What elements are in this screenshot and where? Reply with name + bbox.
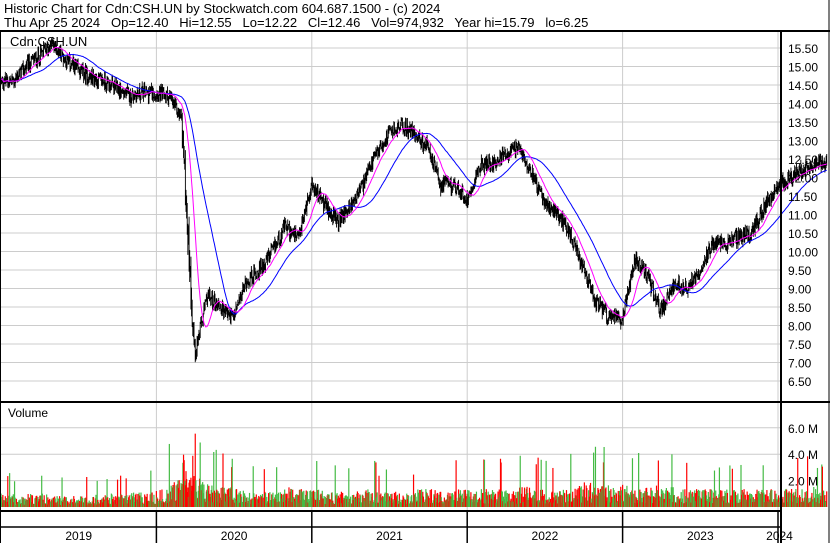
volume-tick-label: 4.0 M <box>788 448 818 462</box>
price-tick-label: 13.00 <box>788 135 818 149</box>
price-tick-label: 14.50 <box>788 79 818 93</box>
price-tick-label: 9.00 <box>788 283 812 297</box>
volume-tick-label: 2.0 M <box>788 475 818 489</box>
year-label: 2021 <box>376 529 403 543</box>
volume-axis: 6.0 M 4.0 M 2.0 M <box>788 422 818 489</box>
price-tick-label: 6.50 <box>788 375 812 389</box>
price-tick-label: 12.50 <box>788 153 818 167</box>
price-tick-label: 7.50 <box>788 338 812 352</box>
header-quote: Thu Apr 25 2024 Op=12.40 Hi=12.55 Lo=12.… <box>4 15 588 30</box>
price-tick-label: 12.00 <box>788 172 818 186</box>
price-tick-label: 8.50 <box>788 301 812 315</box>
price-tick-label: 13.50 <box>788 116 818 130</box>
price-tick-label: 14.00 <box>788 98 818 112</box>
date-axis: 2019 2020 2021 2022 2023 2024 <box>65 511 793 543</box>
moving-average-short <box>0 46 827 328</box>
price-tick-label: 15.00 <box>788 61 818 75</box>
volume-label: Volume <box>8 406 48 420</box>
price-tick-label: 11.50 <box>788 190 817 204</box>
year-label: 2023 <box>687 529 714 543</box>
year-label: 2019 <box>65 529 92 543</box>
header-title: Historic Chart for Cdn:CSH.UN by Stockwa… <box>4 1 440 16</box>
symbol-label: Cdn:CSH.UN <box>10 34 87 49</box>
volume-tick-label: 6.0 M <box>788 422 818 436</box>
price-bars <box>0 36 828 363</box>
price-tick-label: 10.50 <box>788 227 818 241</box>
price-tick-label: 7.00 <box>788 357 812 371</box>
price-tick-label: 15.50 <box>788 42 818 56</box>
price-tick-label: 9.50 <box>788 264 812 278</box>
volume-bars <box>0 433 828 507</box>
moving-average-long <box>0 53 827 315</box>
year-label: 2022 <box>532 529 559 543</box>
year-label: 2020 <box>221 529 248 543</box>
price-axis: 15.50 15.00 14.50 14.00 13.50 13.00 12.50 12.00… <box>788 42 818 389</box>
year-label: 2024 <box>766 529 793 543</box>
price-tick-label: 11.00 <box>788 209 817 223</box>
price-tick-label: 8.00 <box>788 320 812 334</box>
price-tick-label: 10.00 <box>788 246 818 260</box>
